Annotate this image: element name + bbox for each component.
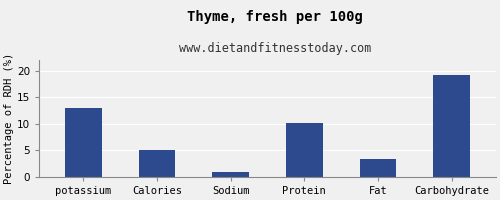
Text: www.dietandfitnesstoday.com: www.dietandfitnesstoday.com [179,42,371,55]
Bar [138,150,175,177]
Text: Thyme, fresh per 100g: Thyme, fresh per 100g [187,10,363,24]
Y-axis label: Percentage of RDH (%): Percentage of RDH (%) [4,53,14,184]
Bar [212,172,249,177]
Bar [286,123,323,177]
Bar [360,159,397,177]
Bar [65,108,102,177]
Bar [433,75,470,177]
